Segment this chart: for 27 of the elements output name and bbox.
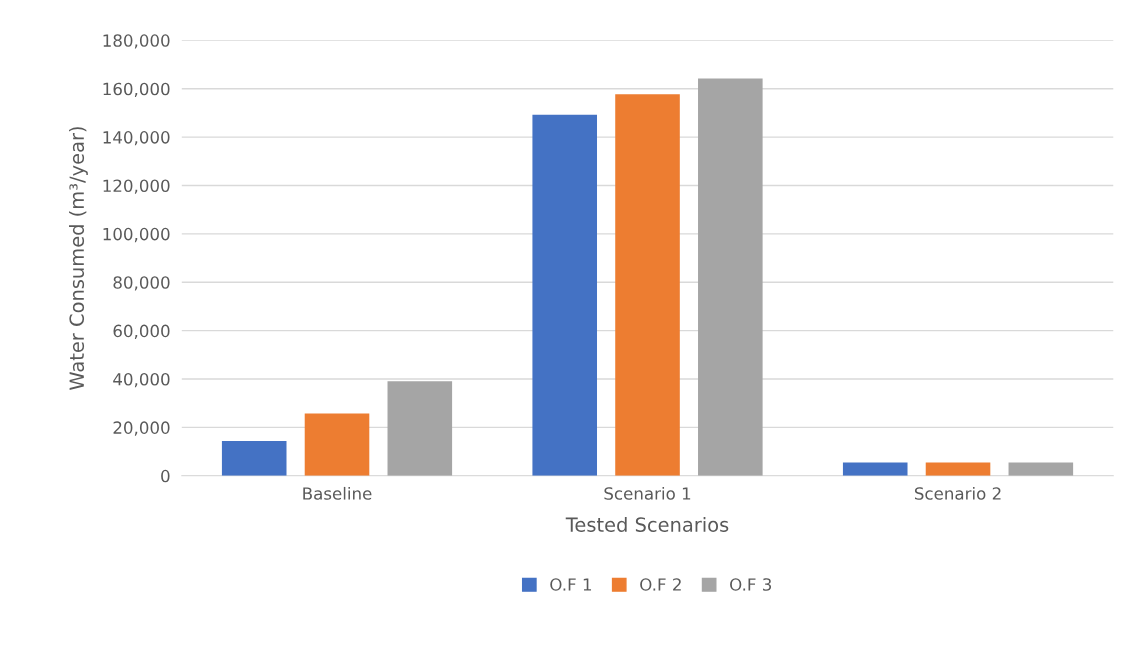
- bar: [615, 94, 680, 476]
- x-tick-label: Scenario 1: [604, 486, 691, 500]
- x-tick-label: Scenario 2: [914, 486, 1001, 500]
- bar: [842, 462, 908, 476]
- bar: [532, 114, 598, 476]
- y-tick-label: 120,000: [103, 179, 170, 194]
- bar: [1008, 462, 1074, 476]
- y-tick-label: 20,000: [113, 421, 170, 436]
- y-tick-label: 80,000: [113, 276, 170, 291]
- legend-label: O.F 2: [640, 578, 681, 591]
- bar: [304, 413, 370, 476]
- x-axis-title: Tested Scenarios: [565, 516, 729, 532]
- y-tick-label: 100,000: [103, 227, 170, 243]
- y-tick-label: 40,000: [113, 372, 170, 388]
- y-tick-label: 60,000: [113, 324, 170, 339]
- y-tick-label: 160,000: [103, 82, 170, 97]
- bar: [387, 381, 453, 476]
- y-axis-title: Water Consumed (m³/year): [69, 127, 88, 390]
- y-tick-label: 180,000: [103, 34, 170, 49]
- bar: [221, 440, 287, 476]
- bar: [925, 462, 991, 476]
- legend-label: O.F 1: [550, 578, 592, 591]
- y-tick-label: 0: [161, 469, 170, 483]
- legend-label: O.F 3: [730, 578, 772, 591]
- x-tick-label: Baseline: [303, 486, 372, 500]
- bar: [698, 78, 763, 476]
- y-tick-label: 140,000: [103, 131, 170, 146]
